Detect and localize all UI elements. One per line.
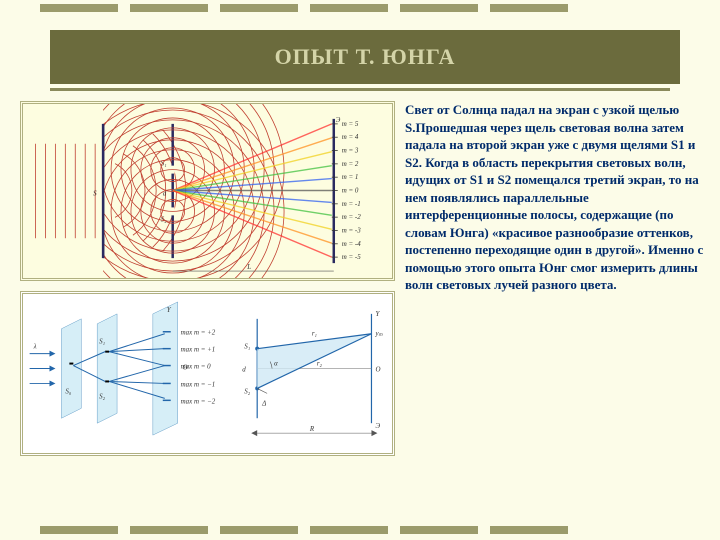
ym-label: yₘ [374, 330, 383, 338]
fringe-order: m = -2 [342, 213, 362, 221]
fringe-order: m = 1 [342, 173, 359, 181]
s1-right: S₁ [244, 343, 250, 351]
accent-bar [40, 4, 118, 12]
s2-label: S₂ [99, 392, 105, 400]
r2-label: r₂ [317, 360, 323, 368]
geometry-diagram: λ S₀ S₁ S₂ [20, 291, 395, 456]
accent-bar [220, 526, 298, 534]
fringe-order: m = 4 [342, 133, 359, 141]
accent-bar [310, 526, 388, 534]
s2-right: S₂ [244, 387, 250, 395]
accent-bar [400, 526, 478, 534]
fringe-order: m = -4 [342, 240, 362, 248]
diagram1-svg: S S₁ S₂ d [23, 104, 392, 278]
diagram2-svg: λ S₀ S₁ S₂ [23, 294, 392, 453]
svg-text:S: S [93, 189, 97, 197]
fringe-max-label: max m = −1 [181, 380, 216, 388]
lambda-label: λ [33, 343, 37, 351]
screen-label: Э [336, 116, 341, 124]
axis-O-right: O [375, 366, 380, 374]
fringe-order: m = 5 [342, 120, 359, 128]
delta-label: Δ [261, 399, 266, 407]
gap-d-right: d [242, 366, 246, 374]
accent-bar [130, 4, 208, 12]
description-text: Свет от Солнца падал на экран с узкой ще… [405, 101, 710, 456]
slide-title: ОПЫТ Т. ЮНГА [50, 30, 680, 84]
right-panel: S₁ S₂ d Y Э O r₁ r₂ [242, 310, 383, 436]
axis-O-left: O [183, 364, 188, 372]
accent-bar [130, 526, 208, 534]
content-area: S S₁ S₂ d [0, 101, 720, 456]
left-panel: λ S₀ S₁ S₂ [30, 302, 216, 435]
fringe-max-label: max m = +2 [181, 329, 216, 337]
interference-wave-diagram: S S₁ S₂ d [20, 101, 395, 281]
distance-R: R [309, 425, 315, 433]
screen-E-right: Э [375, 422, 380, 430]
accent-bar [490, 526, 568, 534]
fringe-order: m = -3 [342, 226, 362, 234]
fringe-max-label: max m = −2 [181, 397, 216, 405]
top-accent-bars [0, 0, 720, 14]
accent-bar [310, 4, 388, 12]
diagrams-column: S S₁ S₂ d [20, 101, 395, 456]
fringe-order-labels: m = 5 m = 4 m = 3 m = 2 m = 1 m = 0 m = -1 m = … [332, 120, 361, 261]
angle-alpha: α [274, 360, 278, 368]
accent-bar [220, 4, 298, 12]
accent-bar [40, 526, 118, 534]
length-L: L [246, 263, 251, 271]
title-underline [50, 88, 670, 91]
s0-label: S₀ [65, 387, 71, 395]
y-right: Y [375, 310, 380, 318]
fringe-order: m = -1 [342, 200, 361, 208]
bottom-accent-bars [0, 526, 568, 534]
r1-label: r₁ [312, 330, 317, 338]
fringe-order: m = 2 [342, 160, 359, 168]
fringe-order: m = 0 [342, 186, 359, 194]
accent-bar [400, 4, 478, 12]
s1-label: S₁ [99, 338, 105, 346]
fringe-order: m = -5 [342, 253, 362, 261]
fringe-max-label: max m = +1 [181, 346, 216, 354]
fringe-order: m = 3 [342, 147, 359, 155]
accent-bar [490, 4, 568, 12]
